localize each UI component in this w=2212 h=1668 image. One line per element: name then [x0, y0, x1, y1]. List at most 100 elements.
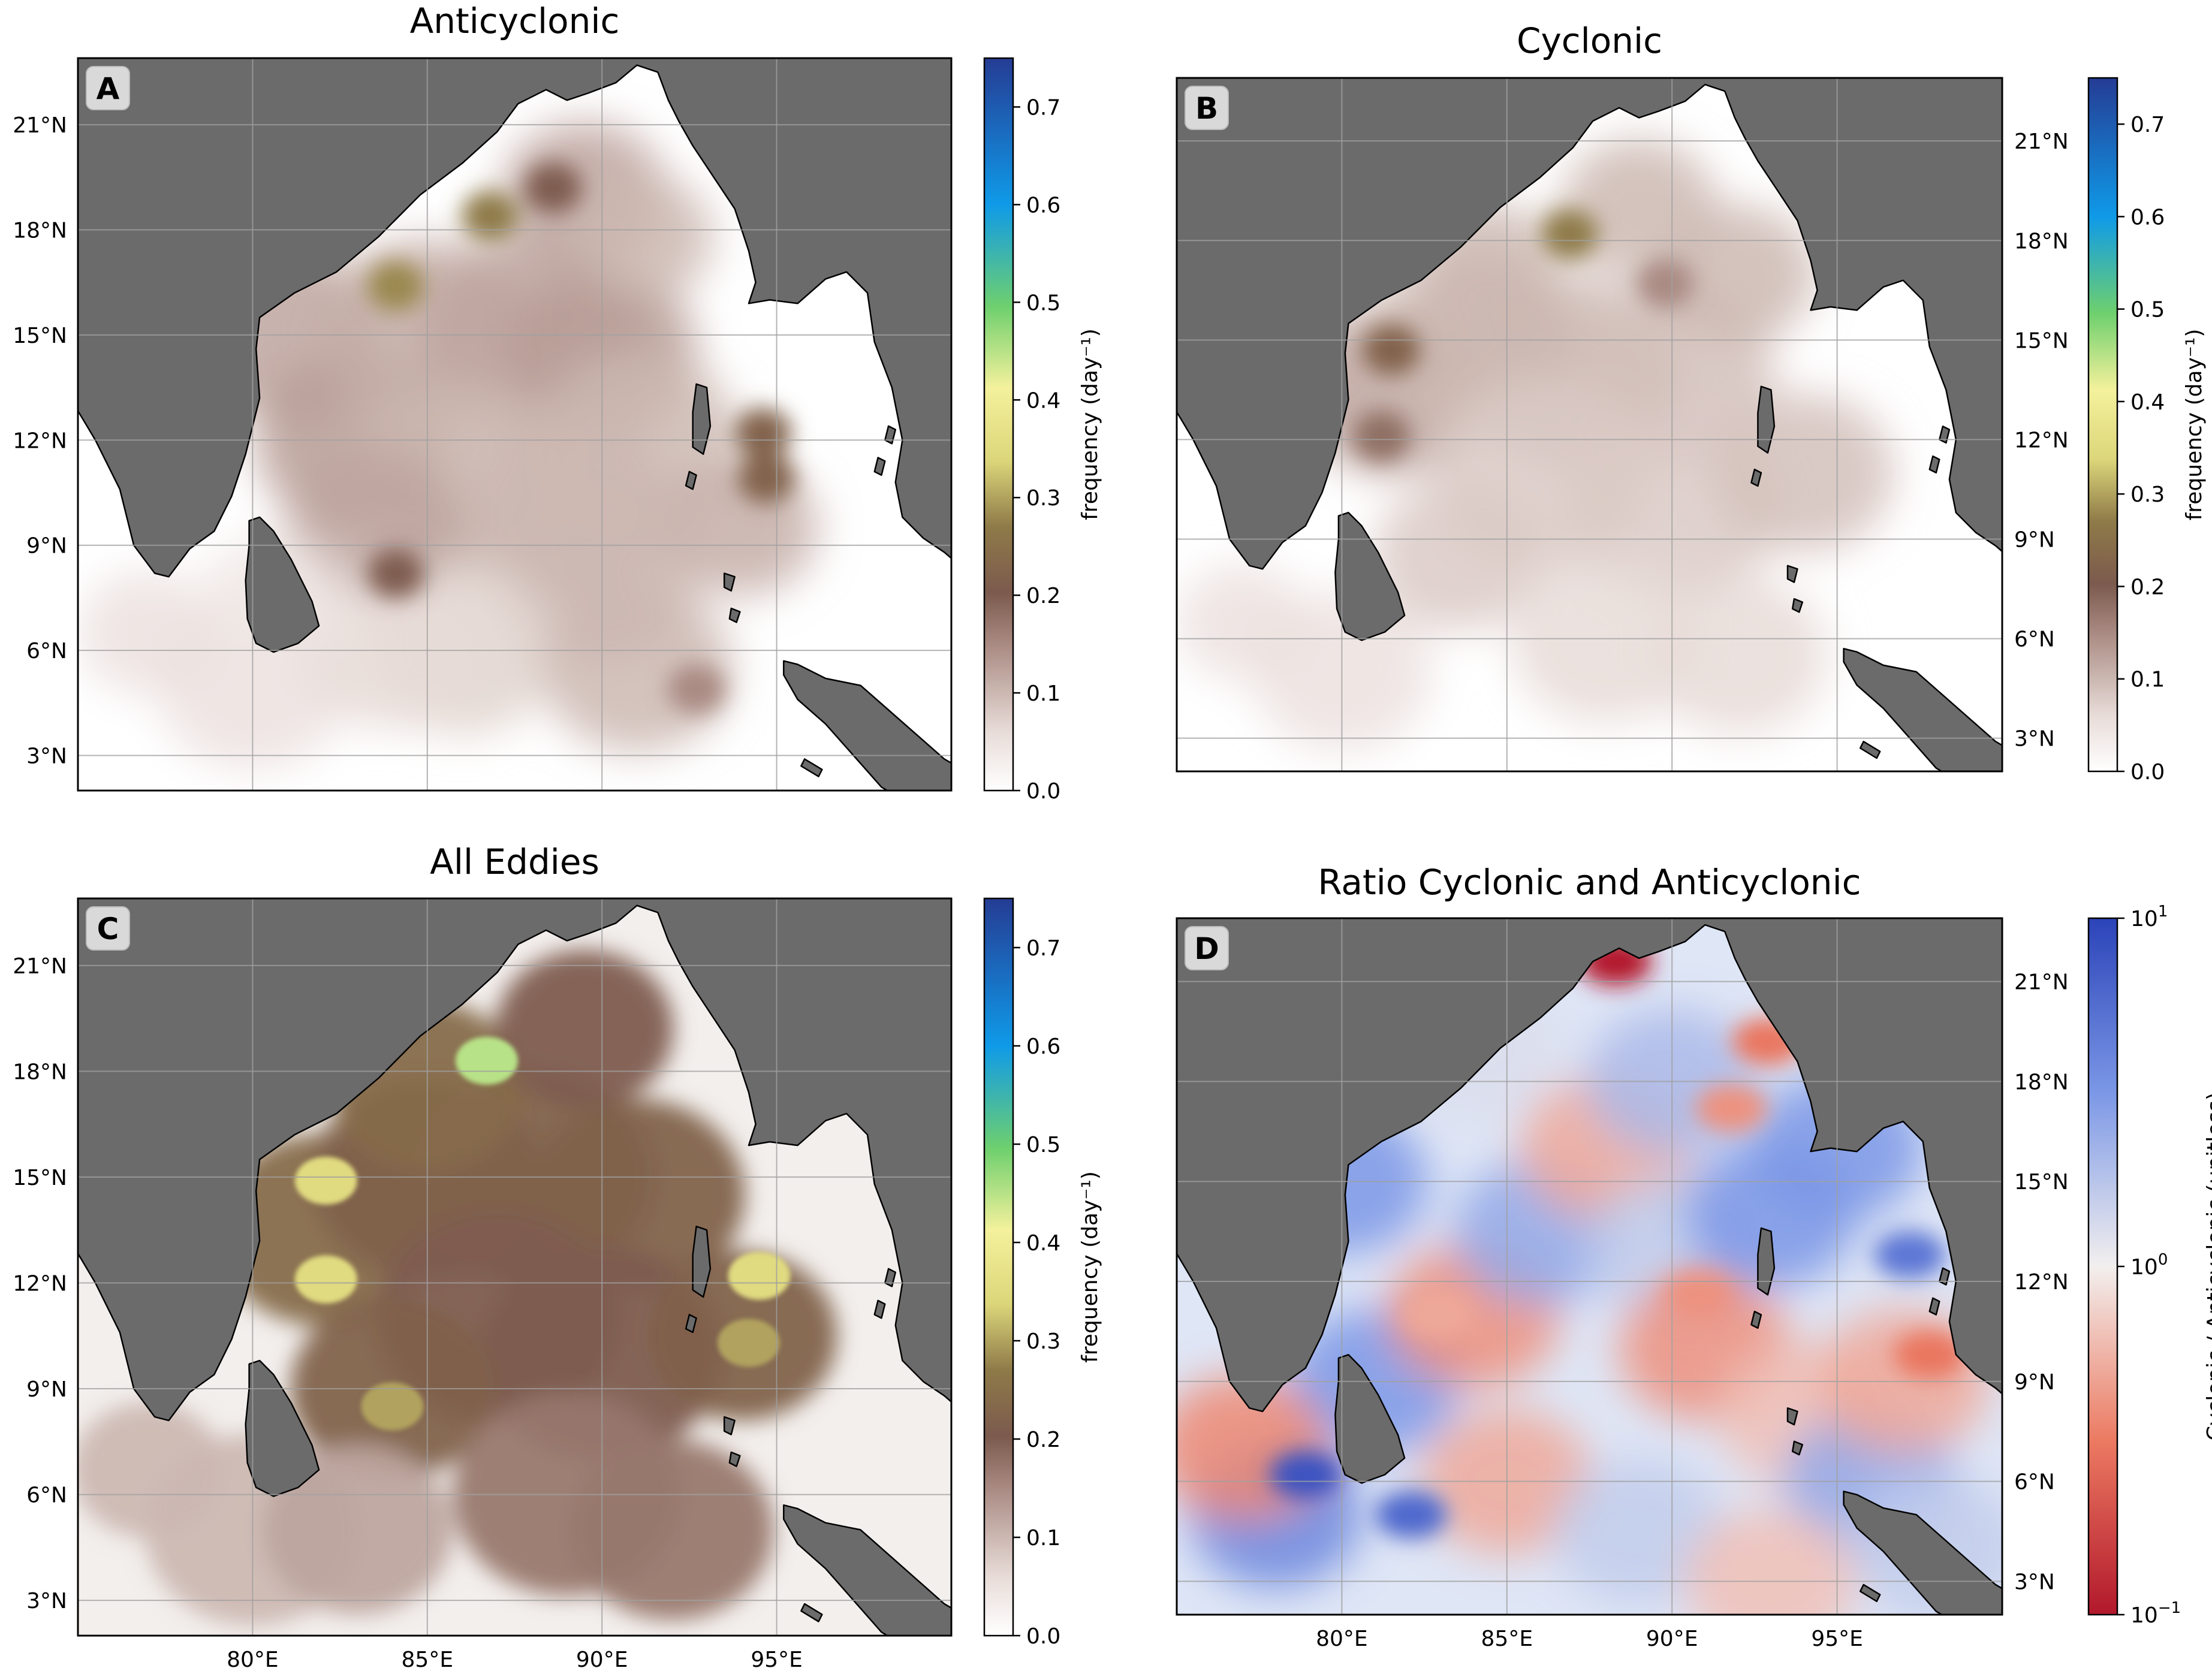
hotspots — [1352, 209, 1695, 462]
colorbar-tick-label: 0.0 — [2130, 760, 2165, 785]
colorbar-label: frequency (day⁻¹) — [1078, 328, 1102, 520]
gridlines — [1177, 918, 2002, 1615]
hotspots — [294, 1036, 791, 1431]
lat-tick-label: 6°N — [2014, 1470, 2055, 1495]
map-frame — [77, 57, 953, 792]
lat-tick-label: 21°N — [13, 954, 67, 979]
coastline-andaman2 — [685, 470, 697, 490]
coastline-india — [78, 58, 951, 578]
colorbar-tick-label: 0.3 — [2130, 482, 2165, 507]
lat-tick-label: 12°N — [13, 1271, 67, 1296]
land-mass — [78, 58, 951, 819]
colorbar-label: Cyclonic / Anticyclonic (unitless) — [2203, 1092, 2212, 1441]
coastline-simeulue — [1859, 1583, 1881, 1603]
coastline-andaman2 — [1750, 1310, 1762, 1329]
lat-tick-label: 18°N — [2014, 1070, 2069, 1094]
coastline-nicobar2 — [1791, 1440, 1804, 1456]
gridlines — [1177, 78, 2002, 771]
panel-letter-badge — [1185, 926, 1229, 970]
lat-tick-label: 3°N — [26, 744, 67, 769]
hotspot-marker — [367, 548, 425, 599]
coastline-myanIs2 — [1928, 455, 1940, 474]
colorbar-tick-label: 0.2 — [1026, 584, 1060, 608]
coastline-india — [1177, 918, 2002, 1413]
colorbar-tick-label: 0.4 — [1026, 388, 1060, 413]
panel-letter-badge — [86, 906, 130, 951]
hotspot-marker — [1541, 209, 1599, 260]
lat-tick-label: 9°N — [26, 1377, 67, 1402]
lon-tick-label: 80°E — [1316, 1627, 1368, 1651]
hotspot-marker — [1352, 411, 1411, 462]
hotspot-marker — [1893, 1331, 1966, 1379]
coastline-andaman1 — [692, 1226, 712, 1298]
lon-tick-label: 80°E — [227, 1648, 279, 1668]
lat-tick-label: 9°N — [2014, 527, 2055, 552]
colorbar-scale — [2087, 77, 2118, 773]
land-mass — [1177, 918, 2002, 1615]
coastline-sumatra — [783, 1504, 951, 1636]
lon-tick-label: 95°E — [751, 1648, 803, 1668]
colorbar: 0.7 0.6 0.5 0.4 0.3 0.2 0.1 0.0 frequency (day⁻¹… — [2087, 77, 2207, 785]
gridlines — [78, 898, 951, 1636]
coastline-sumatra — [1843, 647, 2002, 771]
colorbar-tick-label: 0.4 — [1026, 1231, 1060, 1256]
hotspot-marker — [1402, 1290, 1474, 1339]
colorbar-label: frequency (day⁻¹) — [1078, 1171, 1102, 1363]
hotspot-marker — [728, 1251, 791, 1300]
colorbar: 0.7 0.6 0.5 0.4 0.3 0.2 0.1 0.0 frequency (day⁻¹… — [983, 897, 1102, 1649]
colorbar-tick-label: 100 — [2130, 1251, 2168, 1280]
hotspot-marker — [1363, 324, 1420, 375]
map-frame — [77, 897, 953, 1637]
hotspot-marker — [1662, 1271, 1735, 1319]
coastline-myanIs2 — [1928, 1297, 1940, 1316]
panel-a: Anticyclonic A 21°N 18°N 15°N 12°N 9°N 6°N 3°N 0.… — [13, 1, 1102, 819]
land-mass — [1177, 78, 2002, 771]
colorbar-tick-label: 101 — [2130, 903, 2168, 931]
colorbar-tick-label: 0.3 — [1026, 1329, 1060, 1354]
coastline-nias — [857, 794, 878, 819]
coastline-andaman1 — [1757, 385, 1776, 454]
coastline-nicobar2 — [1791, 598, 1804, 613]
hotspot-marker — [294, 1255, 357, 1304]
panel-letter-badge — [1185, 86, 1229, 130]
coastline-nicobar1 — [1786, 565, 1798, 583]
colorbar-tick-label: 0.7 — [2130, 113, 2165, 137]
hotspot-marker — [455, 1036, 518, 1085]
hotspot-marker — [524, 162, 582, 213]
lat-tick-label: 9°N — [26, 534, 67, 559]
panel-letter-badge — [86, 66, 130, 110]
colorbar-tick-exponent: 0 — [2158, 1251, 2168, 1269]
coastline-nicobar1 — [723, 572, 736, 592]
colorbar-tick-exponent: 1 — [2158, 903, 2168, 921]
colorbar-tick-label: 0.2 — [2130, 575, 2165, 599]
hotspot-marker — [294, 1156, 357, 1205]
lat-tick-label: 6°N — [26, 1483, 67, 1508]
colorbar-tick-label: 0.7 — [1026, 95, 1060, 120]
panel-title: Anticyclonic — [410, 1, 620, 41]
lat-tick-label: 15°N — [2014, 1170, 2069, 1195]
lat-tick-label: 15°N — [13, 1166, 67, 1190]
colorbar-tick-label: 0.3 — [1026, 486, 1060, 511]
coastline-simeulue — [1859, 740, 1881, 759]
panel-title: Cyclonic — [1517, 20, 1662, 61]
lon-tick-label: 95°E — [1811, 1627, 1863, 1651]
hotspot-marker — [1695, 1084, 1768, 1132]
coastline-srilanka — [1334, 511, 1406, 641]
hotspot-marker — [1873, 1230, 1946, 1279]
lat-tick-label: 3°N — [26, 1589, 67, 1613]
axis-labels: 21°N 18°N 15°N 12°N 9°N 6°N 3°N 80°E 85°E 90°E 95°… — [1316, 970, 2069, 1651]
coastline-andaman1 — [1757, 1227, 1776, 1296]
colorbar-scale — [2087, 917, 2118, 1616]
lat-tick-label: 9°N — [2014, 1370, 2055, 1395]
colorbar-tick-label: 0.1 — [1026, 1526, 1060, 1551]
panel-letter: C — [97, 912, 119, 946]
panel-title: Ratio Cyclonic and Anticyclonic — [1318, 862, 1861, 903]
hotspot-marker — [361, 1382, 424, 1431]
colorbar-scale — [983, 57, 1014, 792]
lat-tick-label: 12°N — [13, 429, 67, 453]
coastline-srilanka — [245, 1359, 320, 1497]
colorbar-tick-label: 0.2 — [1026, 1428, 1060, 1452]
lat-tick-label: 12°N — [2014, 1270, 2069, 1295]
